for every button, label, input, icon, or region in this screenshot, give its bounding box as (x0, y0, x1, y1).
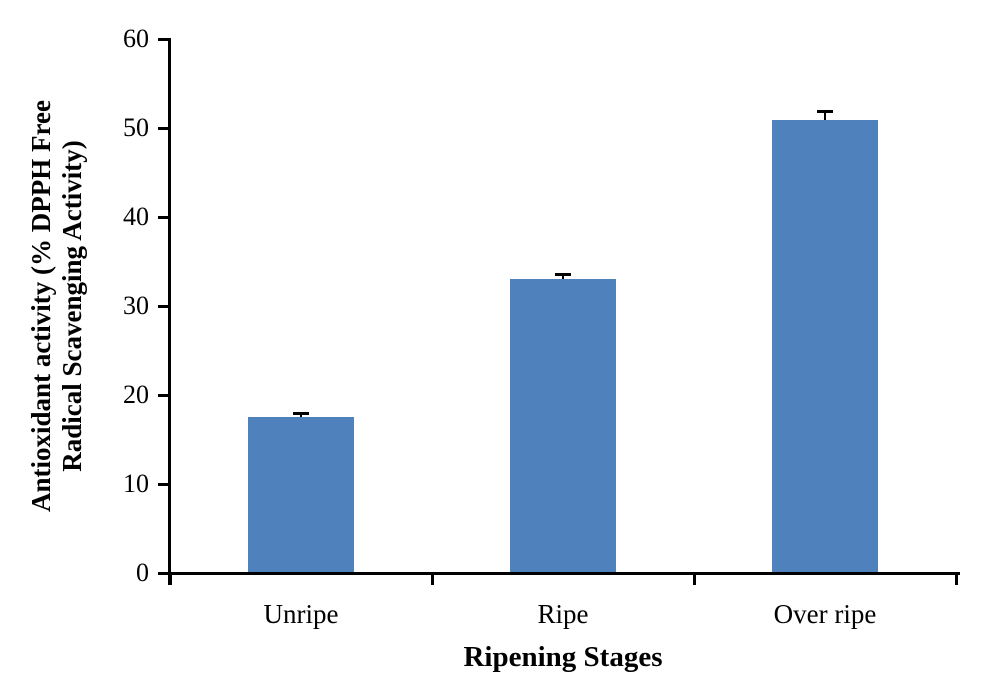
x-tick-mark (169, 572, 172, 585)
y-tick-mark (158, 216, 168, 219)
y-axis-title-line1: Antioxidant activity (% DPPH Free (26, 100, 56, 512)
y-tick-mark (158, 305, 168, 308)
y-tick-mark (158, 394, 168, 397)
y-tick-label: 40 (123, 202, 149, 231)
y-tick-mark (158, 572, 168, 575)
error-bar-stem (824, 112, 826, 120)
x-axis-line (160, 572, 960, 575)
x-tick-mark (955, 572, 958, 585)
y-tick-label: 10 (123, 469, 149, 498)
error-bar-stem (300, 414, 302, 418)
y-tick-label: 50 (123, 113, 149, 142)
y-tick-mark (158, 127, 168, 130)
x-category-label: Unripe (263, 599, 339, 629)
error-bar-cap (293, 411, 309, 415)
x-category-label: Over ripe (773, 599, 877, 629)
error-bar-cap (555, 273, 571, 277)
y-axis-line (168, 38, 171, 585)
y-tick-mark (158, 38, 168, 41)
y-tick-label: 0 (136, 558, 149, 587)
y-tick-mark (158, 483, 168, 486)
y-tick-label: 30 (123, 291, 149, 320)
x-tick-mark (693, 572, 696, 585)
error-bar-stem (562, 276, 564, 280)
bar-ripe (510, 279, 616, 572)
x-axis-title: Ripening Stages (463, 641, 663, 673)
bar-over-ripe (772, 119, 878, 572)
error-bar-cap (817, 109, 833, 113)
x-category-label: Ripe (537, 599, 589, 629)
y-tick-label: 60 (123, 24, 149, 53)
bar-unripe (248, 417, 354, 572)
x-tick-mark (431, 572, 434, 585)
y-tick-label: 20 (123, 380, 149, 409)
